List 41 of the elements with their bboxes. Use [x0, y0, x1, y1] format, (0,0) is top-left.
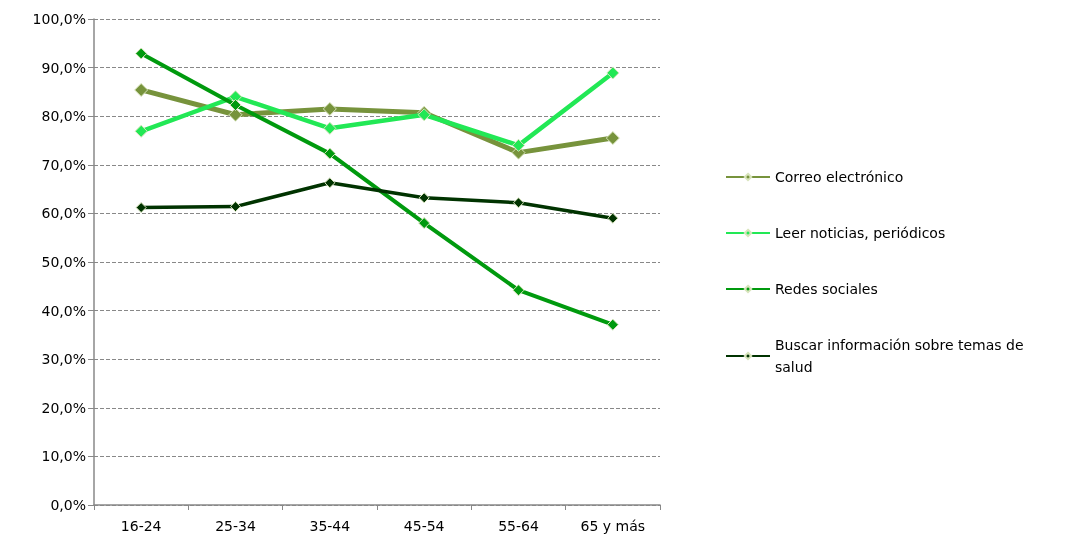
y-tick-label: 0,0%: [50, 497, 86, 513]
point: [418, 192, 430, 204]
y-tick-label: 100,0%: [32, 11, 86, 27]
point: [134, 124, 148, 138]
y-tick-label: 70,0%: [41, 156, 86, 173]
x-tick-label: 25-34: [215, 518, 256, 534]
y-tick-label: 20,0%: [41, 399, 86, 416]
point: [512, 284, 525, 297]
x-tick-label: 35-44: [309, 518, 351, 534]
y-tick-label: 40,0%: [41, 302, 86, 319]
point: [512, 138, 525, 152]
point: [418, 217, 431, 230]
point: [606, 66, 620, 80]
x-tick-label: 45-54: [403, 518, 445, 534]
point: [513, 197, 524, 209]
y-tick-label: 80,0%: [41, 108, 86, 125]
y-tick-label: 10,0%: [41, 448, 86, 465]
y-tick-label: 60,0%: [41, 205, 86, 222]
x-tick-label: 55-64: [498, 518, 539, 534]
point: [230, 201, 241, 213]
point: [229, 99, 242, 112]
point: [606, 318, 619, 331]
point: [322, 101, 337, 116]
point: [323, 147, 336, 160]
x-tick-label: 65 y más: [580, 518, 646, 534]
point: [605, 131, 620, 146]
legend-label: Redes sociales: [775, 281, 878, 297]
point: [228, 107, 243, 122]
legend-label: Buscar información sobre temas de salud: [775, 337, 1028, 375]
y-tick-label: 30,0%: [41, 351, 86, 368]
y-tick-label: 50,0%: [41, 254, 86, 270]
point: [135, 47, 148, 60]
x-tick-label: 16-24: [120, 518, 162, 534]
point: [607, 212, 619, 224]
point: [135, 202, 147, 214]
point: [323, 121, 337, 135]
point: [324, 177, 336, 189]
legend-label: Leer noticias, periódicos: [775, 225, 946, 241]
point: [134, 82, 149, 97]
legend-label: Correo electrónico: [775, 169, 904, 185]
y-tick-label: 90,0%: [41, 59, 86, 76]
